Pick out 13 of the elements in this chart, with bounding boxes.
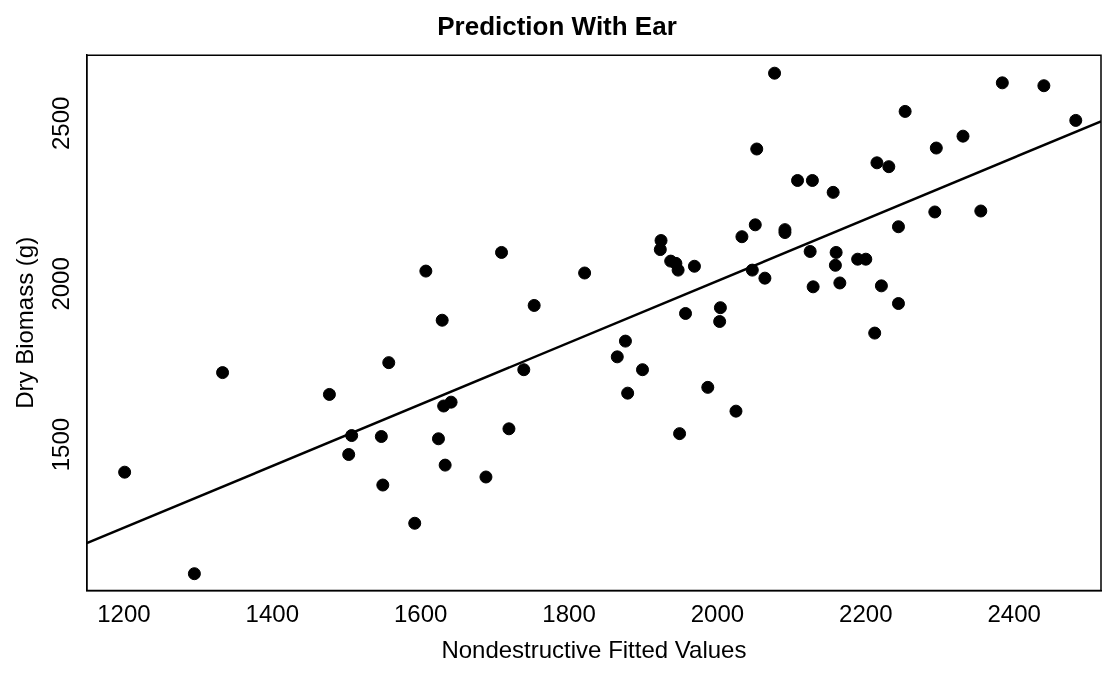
x-tick-label: 1200 [97,600,151,628]
x-tick-label: 1800 [542,600,596,628]
x-tick-label: 1600 [393,600,448,628]
x-tick-label: 2200 [839,600,893,628]
y-tick-label: 2500 [47,96,75,150]
x-tick-label: 1400 [245,600,299,628]
y-tick-label: 1500 [47,417,75,472]
y-tick-label: 2000 [47,257,75,311]
x-tick-label: 2400 [987,600,1041,628]
x-axis-title: Nondestructive Fitted Values [441,636,747,664]
y-axis-title: Dry Biomass (g) [11,236,39,409]
x-tick-label: 2000 [690,600,745,628]
chart-title: Prediction With Ear [437,10,677,41]
